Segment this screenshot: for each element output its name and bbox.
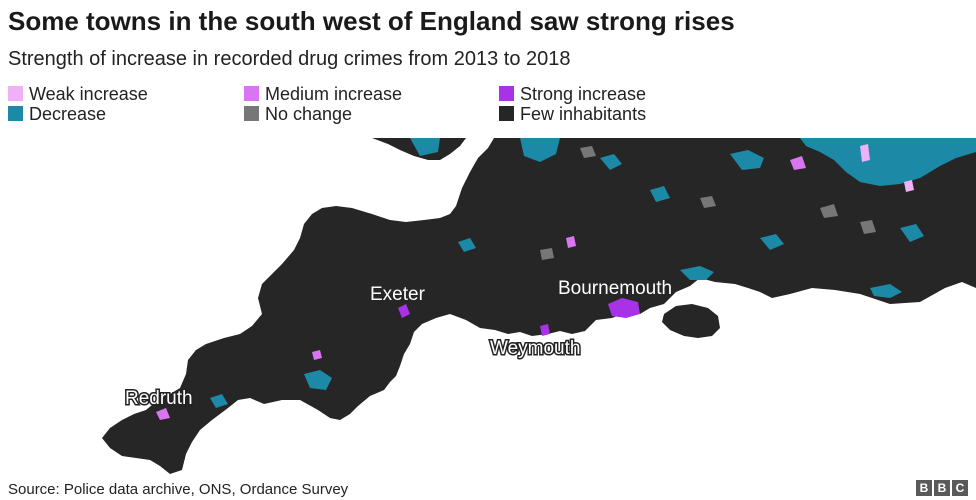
bbc-logo: B B C	[916, 480, 968, 496]
source-note: Source: Police data archive, ONS, Ordanc…	[8, 481, 349, 498]
no-change-areas	[540, 146, 876, 260]
legend-item-decrease: Decrease	[8, 104, 106, 124]
legend-swatch	[244, 106, 259, 121]
legend-swatch	[499, 86, 514, 101]
legend-item-strong-increase: Strong increase	[499, 84, 646, 104]
legend-item-no-change: No change	[244, 104, 352, 124]
south-west-england-map: Exeter Bournemouth Weymouth Redruth	[102, 138, 976, 474]
legend-item-few-inhabitants: Few inhabitants	[499, 104, 646, 124]
bbc-logo-letter: B	[934, 480, 950, 496]
place-label-weymouth: Weymouth	[490, 338, 580, 359]
legend-swatch	[8, 86, 23, 101]
place-label-exeter: Exeter	[370, 284, 426, 305]
legend-label: Medium increase	[265, 84, 403, 104]
decrease-areas	[210, 138, 976, 408]
legend: Weak increase Decrease Medium increase N…	[8, 84, 708, 128]
land-south-west	[102, 138, 976, 474]
isle-of-wight	[662, 304, 720, 338]
legend-label: Decrease	[29, 104, 107, 124]
chart-subtitle: Strength of increase in recorded drug cr…	[8, 48, 571, 70]
chart-title: Some towns in the south west of England …	[8, 6, 735, 36]
place-label-redruth: Redruth	[125, 388, 193, 409]
legend-swatch	[499, 106, 514, 121]
legend-label: Weak increase	[29, 84, 148, 104]
legend-swatch	[244, 86, 259, 101]
increase-areas	[156, 144, 914, 420]
place-label-bournemouth: Bournemouth	[558, 278, 672, 299]
legend-label: Strong increase	[520, 84, 647, 104]
legend-label: Few inhabitants	[520, 104, 647, 124]
legend-item-medium-increase: Medium increase	[244, 84, 402, 104]
bbc-logo-letter: B	[916, 480, 932, 496]
legend-label: No change	[265, 104, 353, 124]
bbc-logo-letter: C	[952, 480, 968, 496]
legend-item-weak-increase: Weak increase	[8, 84, 148, 104]
legend-swatch	[8, 106, 23, 121]
